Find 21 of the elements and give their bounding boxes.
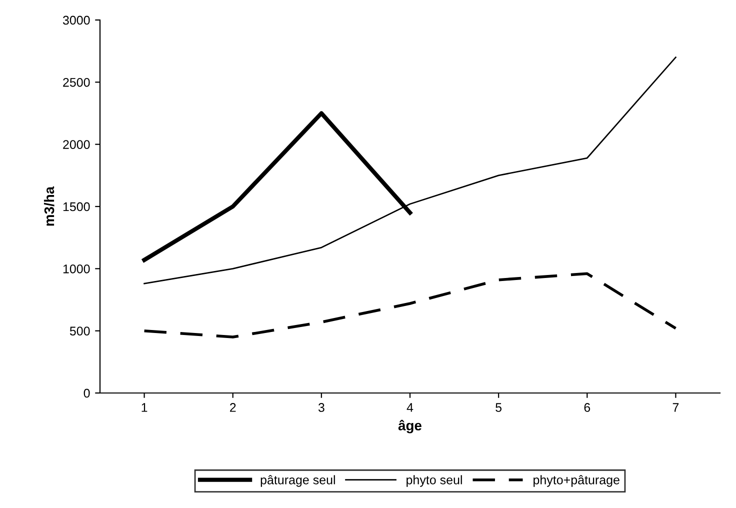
x-tick-label: 5 (496, 403, 502, 412)
x-tick-label: 7 (672, 403, 679, 412)
y-tick-label: 0 (84, 388, 90, 398)
legend-label: pâturage seul (260, 475, 335, 487)
y-tick-label: 2000 (63, 140, 90, 149)
legend-label: phyto seul (406, 475, 462, 487)
legend-label: phyto+pâturage (534, 475, 620, 487)
x-tick-label: 6 (584, 403, 590, 412)
x-axis-title: âge (398, 420, 422, 434)
line-series (142, 272, 678, 338)
x-tick-label: 1 (142, 403, 148, 412)
y-tick-label: 1500 (63, 202, 90, 212)
x-tick-label: 2 (230, 403, 236, 412)
x-tick-label: 4 (406, 403, 414, 412)
y-tick-label: 500 (70, 326, 90, 336)
x-tick-label: 3 (318, 403, 324, 412)
y-tick-label: 3000 (62, 16, 90, 25)
y-tick-label: 2500 (63, 78, 90, 87)
y-tick-label: 1000 (63, 264, 90, 274)
line-series (144, 56, 676, 284)
y-axis-title: m3/ha (44, 186, 54, 226)
